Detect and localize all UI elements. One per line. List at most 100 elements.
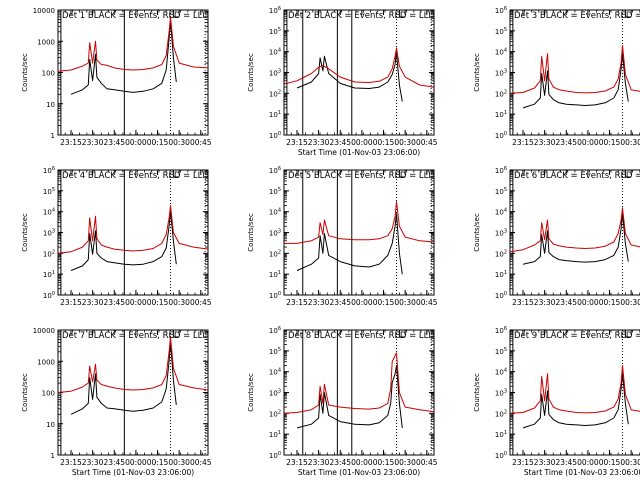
y-tick-label: 102 — [495, 89, 507, 98]
lld-series-line — [509, 44, 640, 94]
y-tick-label: 101 — [269, 110, 281, 119]
plot-frame — [283, 9, 435, 136]
y-tick-label: 1 — [51, 132, 55, 140]
x-tick-label: 00:15 — [147, 458, 169, 467]
y-tick-label: 106 — [269, 6, 281, 15]
x-tick-label: 00:15 — [599, 138, 621, 147]
x-tick-label: 00:00 — [125, 138, 147, 147]
y-tick-label: 10000 — [33, 327, 55, 335]
y-tick-label: 106 — [269, 166, 281, 175]
y-tick-label: 101 — [495, 430, 507, 439]
y-tick-label: 1 — [51, 452, 55, 460]
y-tick-label: 101 — [269, 430, 281, 439]
y-tick-label: 10 — [46, 421, 55, 429]
y-tick-label: 1000 — [37, 38, 55, 46]
x-tick-label: 00:30 — [620, 138, 640, 147]
y-tick-label: 101 — [43, 270, 55, 279]
y-tick-label: 105 — [495, 347, 507, 356]
plot-frame — [57, 169, 209, 296]
y-tick-label: 105 — [269, 27, 281, 36]
x-tick-label: 23:30 — [308, 298, 330, 307]
lld-series-line — [509, 207, 640, 253]
chart-panel: Det 2 BLACK = Events, RED = LLD Counts/se… — [247, 6, 438, 157]
events-series-line — [70, 20, 177, 95]
y-tick-label: 100 — [43, 291, 55, 300]
x-tick-label: 00:00 — [577, 138, 599, 147]
chart-panel: Det 6 BLACK = Events, RED = LLD Counts/se… — [473, 166, 640, 307]
x-tick-label: 23:45 — [555, 298, 577, 307]
y-tick-label: 104 — [495, 208, 507, 217]
lld-series-line — [57, 336, 209, 393]
lld-series-line — [509, 364, 640, 414]
x-tick-label: 00:15 — [599, 298, 621, 307]
y-tick-label: 102 — [269, 409, 281, 418]
y-tick-label: 106 — [269, 326, 281, 335]
y-axis-label: Counts/sec — [21, 53, 29, 92]
x-tick-label: 00:45 — [190, 458, 212, 467]
time-marker — [398, 170, 406, 178]
chart-panel: Det 7 BLACK = Events, RED = LLD Counts/se… — [21, 327, 212, 477]
events-series-line — [522, 213, 629, 265]
y-tick-label: 104 — [269, 368, 281, 377]
y-tick-label: 104 — [269, 208, 281, 217]
x-tick-label: 23:30 — [82, 298, 104, 307]
x-tick-label: 00:15 — [373, 458, 395, 467]
chart-title: Det 2 BLACK = Events, RED = LLD — [288, 11, 435, 21]
events-series-line — [296, 364, 403, 429]
plot-frame — [283, 169, 435, 296]
y-tick-label: 102 — [495, 409, 507, 418]
x-tick-label: 00:30 — [620, 458, 640, 467]
y-tick-label: 104 — [495, 368, 507, 377]
x-tick-label: 00:30 — [168, 298, 190, 307]
x-tick-label: 00:45 — [416, 298, 438, 307]
y-tick-label: 101 — [269, 270, 281, 279]
x-tick-label: 23:45 — [103, 298, 125, 307]
chart-title: Det 5 BLACK = Events, RED = LLD — [288, 171, 435, 181]
x-tick-label: 23:30 — [534, 298, 556, 307]
time-marker — [172, 10, 180, 18]
y-axis-label: Counts/sec — [473, 213, 481, 252]
events-series-line — [296, 52, 403, 102]
x-tick-label: 00:30 — [394, 458, 416, 467]
x-tick-label: 23:15 — [60, 298, 82, 307]
y-tick-label: 100 — [269, 131, 281, 140]
y-tick-label: 106 — [495, 326, 507, 335]
time-marker — [624, 170, 632, 178]
y-tick-label: 102 — [495, 249, 507, 258]
y-tick-label: 100 — [42, 390, 55, 398]
x-tick-label: 00:45 — [416, 138, 438, 147]
x-tick-label: 23:45 — [329, 458, 351, 467]
y-tick-label: 103 — [269, 229, 281, 238]
x-tick-label: 23:30 — [308, 138, 330, 147]
x-axis-label: Start Time (01-Nov-03 23:06:00) — [298, 148, 420, 157]
chart-title: Det 9 BLACK = Events, RED = LLD — [514, 331, 640, 341]
y-tick-label: 100 — [269, 451, 281, 460]
y-axis-label: Counts/sec — [21, 213, 29, 252]
time-marker — [398, 330, 406, 338]
y-tick-label: 101 — [495, 270, 507, 279]
x-tick-label: 00:30 — [394, 138, 416, 147]
x-tick-label: 00:00 — [577, 458, 599, 467]
y-tick-label: 100 — [42, 70, 55, 78]
plot-frame — [57, 9, 209, 136]
events-series-line — [296, 213, 403, 275]
chart-panel: Det 1 BLACK = Events, RED = LLD Counts/se… — [21, 7, 212, 147]
y-tick-label: 10 — [46, 101, 55, 109]
x-tick-label: 00:00 — [577, 298, 599, 307]
x-tick-label: 23:30 — [308, 458, 330, 467]
y-axis-label: Counts/sec — [473, 53, 481, 92]
events-series-line — [522, 373, 629, 429]
y-tick-label: 104 — [495, 48, 507, 57]
lld-series-line — [57, 204, 209, 254]
time-marker — [172, 330, 180, 338]
x-tick-label: 23:15 — [60, 458, 82, 467]
x-tick-label: 00:45 — [416, 458, 438, 467]
y-tick-label: 100 — [269, 291, 281, 300]
time-marker — [172, 170, 180, 178]
lld-series-line — [57, 16, 209, 72]
x-axis-label: Start Time (01-Nov-03 23:06:00) — [72, 468, 194, 477]
y-tick-label: 103 — [495, 229, 507, 238]
x-tick-label: 23:30 — [82, 458, 104, 467]
y-tick-label: 103 — [495, 69, 507, 78]
y-tick-label: 106 — [495, 6, 507, 15]
